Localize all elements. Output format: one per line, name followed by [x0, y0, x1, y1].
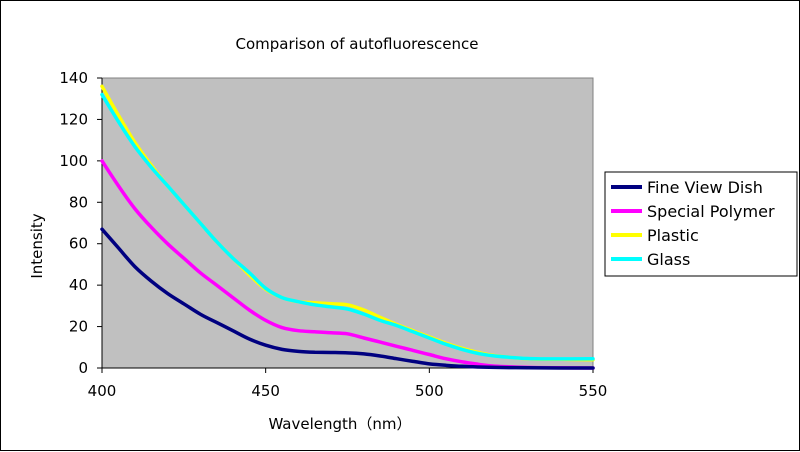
x-tick-label: 450 [251, 382, 280, 400]
y-tick-label: 40 [69, 276, 88, 294]
series-line-fine-view-dish [100, 227, 595, 370]
plot-area [101, 77, 594, 369]
chart-title: Comparison of autofluorescence [235, 35, 478, 53]
legend-label-special-polymer: Special Polymer [647, 202, 775, 221]
x-tick-label: 400 [88, 382, 117, 400]
legend-label-fine-view-dish: Fine View Dish [647, 178, 763, 197]
x-axis-label: Wavelength（nm） [268, 415, 411, 433]
x-axis: 400 450 500 550 [88, 367, 608, 400]
legend: Fine View Dish Special Polymer Plastic Glas… [604, 171, 798, 277]
legend-label-plastic: Plastic [647, 226, 699, 245]
series-line-glass [100, 92, 595, 361]
y-axis: 0 20 40 60 80 100 120 140 [59, 69, 103, 377]
legend-items: Fine View Dish Special Polymer Plastic Glas… [611, 178, 775, 269]
series-lines [100, 84, 595, 370]
y-axis-label: Intensity [28, 213, 46, 278]
y-tick-label: 120 [59, 110, 88, 128]
y-tick-label: 140 [59, 69, 88, 87]
y-tick-label: 20 [69, 318, 88, 336]
x-tick-label: 550 [579, 382, 608, 400]
y-tick-label: 0 [78, 359, 88, 377]
legend-label-glass: Glass [647, 250, 690, 269]
x-tick-label: 500 [415, 382, 444, 400]
y-tick-label: 60 [69, 235, 88, 253]
series-line-special-polymer [100, 159, 595, 370]
y-tick-label: 100 [59, 152, 88, 170]
y-tick-label: 80 [69, 193, 88, 211]
